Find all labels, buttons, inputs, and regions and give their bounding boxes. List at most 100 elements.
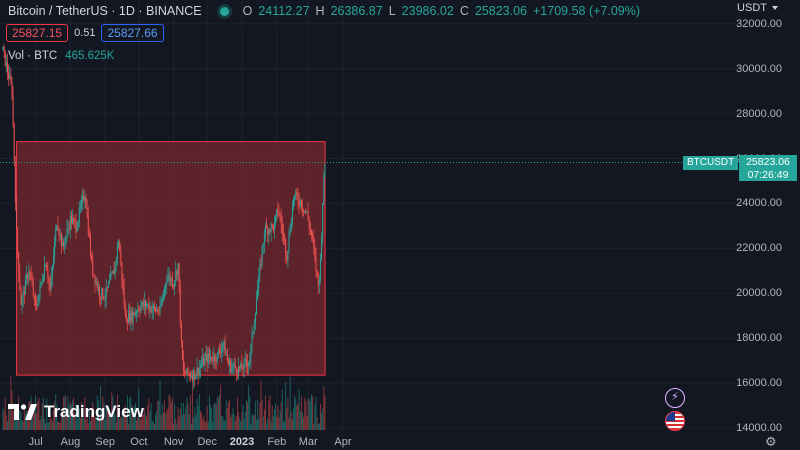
candle [239,366,241,369]
candle [42,277,44,282]
candle [188,373,190,375]
candle [308,219,310,228]
candle [230,361,232,372]
candle [32,284,34,297]
volume-bar [3,410,5,430]
volume-bar [100,386,102,430]
volume-label: Vol · BTC [8,50,58,62]
buy-button[interactable]: 25827.66 [101,24,164,42]
volume-bar [317,423,319,430]
volume-bar [306,416,308,430]
volume-bar [63,397,65,430]
candle [323,176,325,203]
candle [249,360,251,363]
range-box [16,141,326,376]
candle [241,363,243,370]
volume-bar [48,422,50,430]
candle [86,207,88,215]
candle [252,331,254,334]
candle [95,281,97,283]
price-tick-label: 22000.00 [736,242,782,255]
candle [177,263,179,275]
volume-bar [245,400,247,430]
gear-icon[interactable]: ⚙ [765,434,777,449]
volume-bar [96,395,98,430]
volume-bar [112,396,114,430]
volume-bar [146,416,148,430]
volume-bar [318,423,320,430]
change-value: +1709.58 (+7.09%) [532,4,641,18]
candle [275,215,277,223]
candle [310,230,312,236]
volume-bar [115,422,117,430]
candle [280,217,282,225]
candle [309,227,311,231]
volume-bar [225,399,227,430]
volume-bar [82,406,84,430]
candle [279,214,281,218]
candle [194,370,196,380]
candle [196,367,198,376]
us-flag-icon[interactable] [665,411,685,431]
volume-bar [152,421,154,430]
trade-panel: 25827.15 0.51 25827.66 [6,24,164,42]
close-label: C [459,4,469,18]
volume-bar [183,402,185,430]
symbol-header: Bitcoin / TetherUS · 1D · BINANCE O 24112… [8,3,640,19]
volume-bar [243,418,245,430]
symbol-title[interactable]: Bitcoin / TetherUS · 1D · BINANCE [8,4,202,18]
volume-bar [27,410,29,430]
lightning-icon[interactable]: ⚡ [665,388,685,408]
candle [270,223,272,232]
volume-bar [136,420,137,430]
time-tick-label: Apr [334,436,352,448]
volume-bar [145,413,146,430]
volume-bar [7,421,8,430]
candle [111,273,113,275]
volume-bar [178,416,180,430]
candle [9,75,11,79]
volume-bar [244,411,246,430]
candle [216,352,218,362]
volume-bar [130,396,132,430]
candle [296,192,298,197]
volume-bar [110,412,112,430]
volume-bar [133,406,135,430]
volume-bar [214,402,216,430]
candle [193,370,195,380]
candle [284,235,286,241]
volume-bar [91,412,93,430]
volume-bar [289,376,291,430]
candle [234,363,236,368]
volume-bar [159,380,161,430]
volume-bar [240,421,242,430]
candle [102,288,104,299]
volume-legend[interactable]: Vol · BTC 465.625K [8,50,114,62]
volume-bar [72,400,73,430]
sell-button[interactable]: 25827.15 [6,24,69,42]
volume-bar [235,415,237,430]
candle [170,278,172,282]
volume-bar [40,416,42,430]
candle [20,288,22,306]
volume-bar [134,402,136,430]
candle [56,225,58,230]
candle [210,357,212,358]
volume-bar [177,407,179,430]
time-tick-label: Aug [60,436,81,448]
candle [259,263,261,275]
candle [179,285,181,323]
candle [324,164,326,177]
candle [115,258,117,263]
candle [76,227,78,232]
tradingview-logo[interactable]: TradingView [8,402,144,422]
candle [293,199,295,207]
candle [225,355,227,356]
currency-dropdown[interactable]: USDT [737,2,778,14]
candle [22,290,24,298]
volume-bar [125,414,127,430]
volume-bar [164,400,165,430]
volume-bar [216,396,218,430]
